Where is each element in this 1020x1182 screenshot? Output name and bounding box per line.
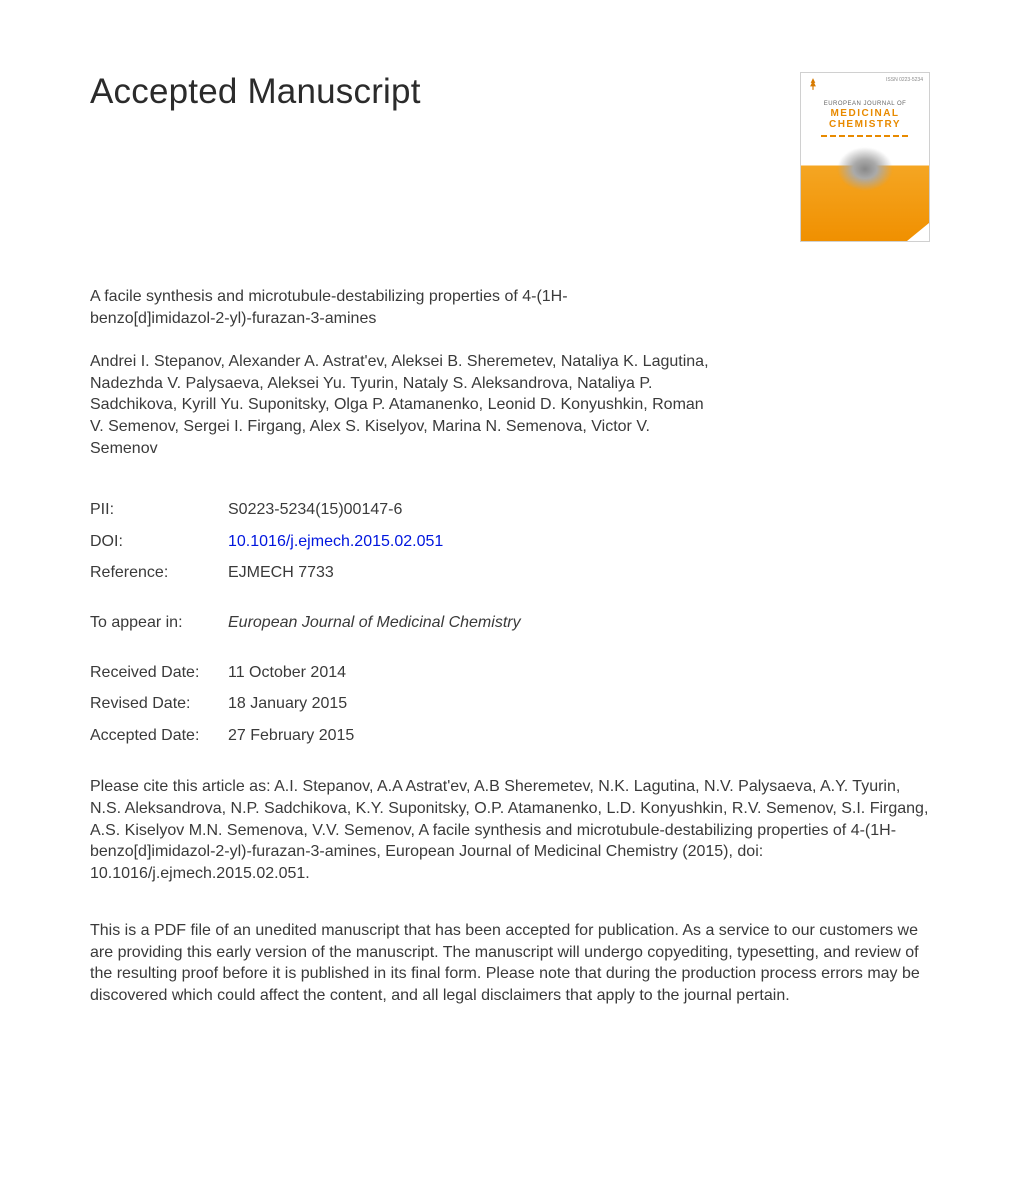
accepted-label: Accepted Date: xyxy=(90,725,228,747)
cover-issn: ISSN 0223-5234 xyxy=(886,77,923,83)
cover-journal-name: EUROPEAN JOURNAL OF MEDICINAL CHEMISTRY xyxy=(801,101,929,130)
revised-label: Revised Date: xyxy=(90,693,228,715)
meta-row-pii: PII: S0223-5234(15)00147-6 xyxy=(90,499,930,521)
disclaimer-text: This is a PDF file of an unedited manusc… xyxy=(90,920,930,1006)
received-label: Received Date: xyxy=(90,662,228,684)
appear-label: To appear in: xyxy=(90,612,228,634)
cover-line2: MEDICINAL xyxy=(801,108,929,119)
doi-label: DOI: xyxy=(90,531,228,553)
reference-value: EJMECH 7733 xyxy=(228,562,334,584)
cover-molecule-graphic xyxy=(837,147,893,191)
article-title: A facile synthesis and microtubule-desta… xyxy=(90,286,650,329)
elsevier-tree-icon xyxy=(807,77,819,91)
cover-bars xyxy=(821,135,909,137)
meta-row-accepted: Accepted Date: 27 February 2015 xyxy=(90,725,930,747)
doi-link[interactable]: 10.1016/j.ejmech.2015.02.051 xyxy=(228,531,443,553)
meta-row-revised: Revised Date: 18 January 2015 xyxy=(90,693,930,715)
revised-value: 18 January 2015 xyxy=(228,693,347,715)
page-heading: Accepted Manuscript xyxy=(90,72,421,112)
metadata-table: PII: S0223-5234(15)00147-6 DOI: 10.1016/… xyxy=(90,499,930,746)
citation-text: Please cite this article as: A.I. Stepan… xyxy=(90,776,930,884)
journal-cover-thumbnail: ISSN 0223-5234 EUROPEAN JOURNAL OF MEDIC… xyxy=(800,72,930,242)
appear-value: European Journal of Medicinal Chemistry xyxy=(228,612,521,634)
received-value: 11 October 2014 xyxy=(228,662,346,684)
pii-value: S0223-5234(15)00147-6 xyxy=(228,499,402,521)
cover-line3: CHEMISTRY xyxy=(801,119,929,130)
header-row: Accepted Manuscript ISSN 0223-5234 EUROP… xyxy=(90,72,930,242)
cover-line1: EUROPEAN JOURNAL OF xyxy=(824,101,907,107)
reference-label: Reference: xyxy=(90,562,228,584)
meta-row-doi: DOI: 10.1016/j.ejmech.2015.02.051 xyxy=(90,531,930,553)
meta-row-reference: Reference: EJMECH 7733 xyxy=(90,562,930,584)
accepted-value: 27 February 2015 xyxy=(228,725,354,747)
pii-label: PII: xyxy=(90,499,228,521)
meta-row-appear: To appear in: European Journal of Medici… xyxy=(90,612,930,634)
authors-list: Andrei I. Stepanov, Alexander A. Astrat'… xyxy=(90,351,710,459)
meta-row-received: Received Date: 11 October 2014 xyxy=(90,662,930,684)
cover-page-curl xyxy=(907,223,929,241)
